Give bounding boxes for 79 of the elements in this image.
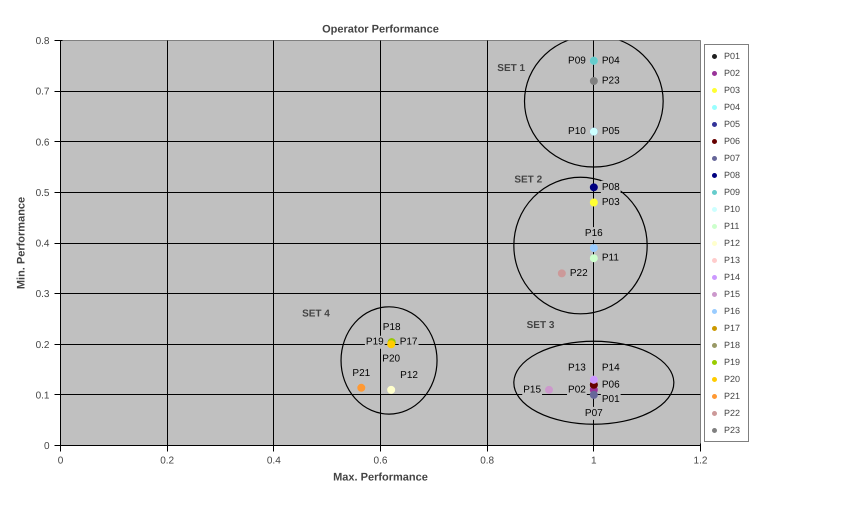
text: P14: [602, 362, 620, 374]
x-tick-label: 0.2: [160, 456, 175, 466]
text: P08: [602, 182, 620, 193]
text: P03: [602, 197, 620, 208]
point: [590, 198, 598, 206]
legend-label: P11: [724, 220, 740, 233]
text: P07: [584, 408, 603, 419]
annotation: SET 4: [302, 308, 330, 320]
legend-label: P13: [724, 254, 742, 267]
text: P17: [400, 336, 418, 348]
text: P13: [568, 362, 586, 374]
point: [558, 269, 566, 278]
legend-label: P16: [724, 305, 742, 318]
chart-title: Operator Performance: [322, 24, 439, 36]
point: [590, 244, 598, 252]
text: P18: [382, 322, 401, 334]
text: P05: [602, 126, 620, 138]
x-tick-label: 1: [591, 456, 598, 466]
point: [545, 386, 554, 394]
point: [357, 384, 366, 392]
legend-label: P09: [724, 186, 742, 199]
x-tick-label: 0.8: [480, 456, 495, 466]
annotation: SET 2: [514, 174, 543, 186]
y-tick-label: 0.5: [36, 188, 50, 199]
text: P16: [584, 228, 603, 240]
annotation: SET 3: [526, 320, 555, 332]
text: P06: [602, 379, 620, 390]
annotation: SET 1: [497, 62, 526, 74]
legend-label: P06: [724, 135, 742, 148]
y-tick-label: 0.2: [36, 340, 50, 351]
legend-label: P08: [724, 169, 742, 182]
y-tick-label: 0.1: [36, 390, 50, 402]
text: P01: [602, 394, 620, 405]
legend-label: P14: [724, 271, 742, 284]
point: [590, 390, 598, 399]
legend-label: P01: [724, 50, 742, 63]
y-tick-label: 0.6: [36, 137, 50, 148]
legend-label: P02: [724, 67, 742, 80]
point: [387, 386, 396, 394]
legend-label: P12: [724, 237, 742, 250]
legend-label: P07: [724, 152, 742, 165]
y-tick-label: 0.8: [36, 36, 50, 47]
text: P19: [366, 336, 384, 348]
legend-label: P17: [724, 322, 742, 335]
legend-label: P10: [724, 203, 742, 216]
legend-label: P05: [724, 118, 742, 131]
point: [590, 77, 598, 85]
legend-label: P20: [724, 373, 742, 386]
x-tick-label: 0.4: [266, 456, 282, 466]
y-tick-label: 0: [44, 441, 50, 452]
x-tick-label: 1.2: [694, 456, 708, 466]
legend-label: P23: [724, 424, 742, 437]
text: P10: [568, 126, 586, 138]
text: P11: [602, 252, 619, 264]
x-axis-title: Max. Performance: [333, 472, 428, 484]
legend-label: P03: [724, 84, 742, 97]
legend-label: P18: [724, 339, 742, 352]
y-tick-label: 0.3: [36, 289, 50, 300]
legend-label: P21: [724, 390, 742, 403]
text: P20: [382, 353, 400, 364]
x-tick-label: 0.6: [374, 456, 388, 466]
text: P21: [352, 368, 370, 379]
text: P22: [570, 268, 588, 279]
legend-label: P22: [724, 407, 742, 420]
point: [590, 183, 598, 192]
x-tick-label: 0: [58, 456, 64, 466]
y-tick-label: 0.7: [36, 86, 50, 98]
y-tick-label: 0.4: [36, 238, 50, 250]
text: P23: [602, 76, 620, 86]
text: P09: [568, 55, 586, 66]
text: P12: [400, 370, 418, 381]
legend-label: P15: [724, 288, 742, 301]
point: [590, 254, 598, 262]
text: P04: [602, 55, 620, 66]
legend-label: P04: [724, 101, 742, 114]
legend-label: P19: [724, 356, 742, 369]
text: P15: [523, 384, 542, 396]
text: P02: [568, 384, 586, 396]
y-axis-title: Min. Performance: [16, 196, 28, 290]
